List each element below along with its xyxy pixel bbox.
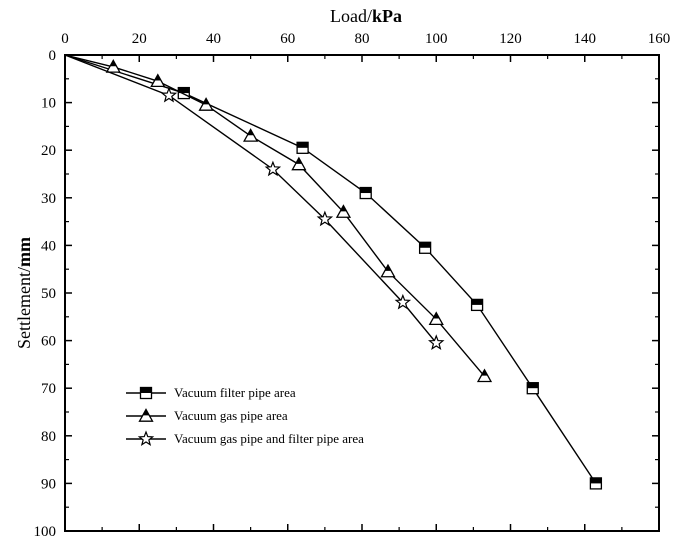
data-point [476, 368, 493, 383]
legend-item-gas-pipe: Vacuum gas pipe area [126, 408, 288, 423]
legend-label-gas-pipe: Vacuum gas pipe area [174, 408, 288, 423]
marker-triangle-fill [481, 369, 488, 376]
y-tick-label: 100 [34, 524, 57, 540]
data-point [177, 86, 190, 100]
series-0 [64, 54, 603, 490]
series-1 [64, 54, 493, 383]
data-point [198, 97, 214, 111]
data-point [296, 141, 309, 154]
marker-square-fill [590, 477, 602, 484]
marker-square-fill [140, 387, 152, 393]
data-point [428, 334, 445, 350]
legend-label-filter-pipe: Vacuum filter pipe area [174, 385, 296, 400]
x-tick-label: 0 [61, 31, 69, 47]
marker-square-fill [471, 299, 483, 305]
marker-triangle-fill [295, 157, 303, 164]
axis-ticks [64, 54, 660, 532]
y-axis-title-prefix: Settlement/ [14, 267, 34, 349]
x-tick-label: 160 [648, 31, 671, 47]
legend-item-combined: Vacuum gas pipe and filter pipe area [126, 430, 364, 447]
legend-label-combined: Vacuum gas pipe and filter pipe area [174, 431, 364, 446]
data-point [380, 263, 396, 278]
marker-triangle-fill [340, 205, 347, 212]
data-point [139, 386, 153, 400]
y-tick-label: 60 [41, 334, 56, 350]
marker-square-fill [297, 142, 309, 148]
series-line [64, 54, 437, 344]
legend-marker-half-filled-triangle-icon [138, 408, 154, 422]
y-tick-label: 50 [41, 286, 56, 302]
x-tick-label: 120 [499, 31, 522, 47]
marker-triangle-fill [142, 409, 150, 416]
data-point [394, 293, 412, 310]
marker-star [160, 86, 178, 103]
y-tick-label: 90 [41, 476, 56, 492]
marker-star [316, 210, 334, 227]
marker-triangle-fill [433, 312, 440, 319]
marker-square-fill [527, 382, 539, 389]
data-point [291, 156, 307, 171]
x-axis-title-unit: kPa [372, 6, 402, 26]
x-tick-label: 20 [132, 31, 147, 47]
legend-item-filter-pipe: Vacuum filter pipe area [126, 385, 296, 400]
data-point [264, 160, 282, 177]
y-axis-title: Settlement/mm [14, 237, 34, 349]
marker-triangle-fill [384, 265, 392, 271]
series-layer [64, 54, 603, 490]
y-tick-label: 80 [41, 429, 56, 445]
x-axis-title: Load/kPa [330, 6, 402, 26]
data-point [526, 382, 539, 395]
marker-star [137, 430, 155, 447]
data-point [589, 477, 603, 490]
axis-tick-labels: 0 20 40 60 80 100 120 140 160 0 10 20 30 40 50 60 70 80 90… [34, 31, 671, 540]
marker-square-fill [178, 87, 190, 94]
data-point [105, 59, 121, 73]
marker-star [264, 160, 282, 177]
data-point [418, 241, 432, 254]
data-point [428, 311, 444, 326]
data-point [359, 186, 372, 200]
data-point [160, 86, 178, 103]
marker-square-fill [419, 242, 431, 248]
x-tick-label: 80 [355, 31, 370, 47]
data-point [243, 128, 259, 142]
y-tick-label: 70 [41, 381, 56, 397]
legend: Vacuum filter pipe area Vacuum gas pipe … [126, 385, 364, 447]
data-point [470, 298, 484, 312]
y-axis-title-unit: mm [14, 237, 34, 267]
marker-triangle-fill [154, 74, 162, 81]
y-tick-label: 30 [41, 191, 56, 207]
legend-marker-half-filled-square-icon [139, 386, 153, 400]
x-axis-title-prefix: Load/ [330, 6, 372, 26]
marker-star [394, 293, 412, 310]
y-tick-label: 40 [41, 238, 56, 254]
x-tick-label: 140 [574, 31, 597, 47]
data-point [150, 73, 166, 88]
marker-triangle-fill [247, 129, 254, 136]
data-point [138, 408, 154, 422]
legend-marker-star-icon [137, 430, 155, 447]
y-tick-label: 0 [49, 48, 57, 64]
x-tick-label: 40 [206, 31, 221, 47]
series-2 [64, 54, 445, 350]
x-tick-label: 60 [280, 31, 295, 47]
marker-triangle-fill [110, 60, 117, 67]
marker-triangle-fill [202, 98, 210, 105]
data-point [137, 430, 155, 447]
x-tick-label: 100 [425, 31, 448, 47]
data-point [316, 210, 334, 227]
y-tick-label: 20 [41, 143, 56, 159]
data-point [335, 204, 352, 218]
plot-frame [64, 54, 660, 532]
series-line [64, 54, 486, 377]
marker-square-fill [360, 187, 372, 194]
marker-star [428, 334, 445, 350]
y-tick-label: 10 [41, 96, 56, 112]
